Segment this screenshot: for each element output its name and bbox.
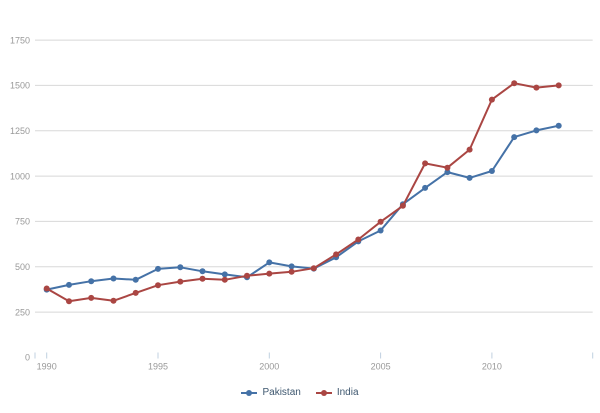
- pakistan-point-2013[interactable]: [555, 122, 562, 129]
- pakistan-point-1997[interactable]: [199, 268, 206, 275]
- chart-plot-area: 0 250 500 750 1000 1250 1500 1750 1990 1995 2000 20…: [10, 35, 594, 372]
- y-axis-label: 1750: [10, 35, 30, 45]
- india-series-marker-icon: [315, 389, 332, 397]
- india-point-2008[interactable]: [444, 164, 451, 171]
- chart-legend: Pakistan India: [0, 385, 600, 401]
- india-point-1995[interactable]: [155, 282, 161, 289]
- legend-marker-glyph: [315, 390, 332, 396]
- pakistan-point-2000[interactable]: [266, 259, 273, 266]
- pakistan-point-2007[interactable]: [422, 184, 429, 191]
- india-point-2005[interactable]: [377, 218, 384, 225]
- y-axis-label: 1250: [10, 126, 30, 136]
- india-point-2007[interactable]: [422, 160, 429, 167]
- legend-label-india: India: [336, 387, 359, 398]
- pakistan-point-2011[interactable]: [511, 134, 518, 141]
- pakistan-point-2008[interactable]: [444, 169, 451, 176]
- pakistan-point-2005[interactable]: [377, 227, 384, 234]
- india-point-2006[interactable]: [399, 202, 406, 209]
- pakistan-point-1996[interactable]: [177, 264, 184, 271]
- x-axis-label: 2000: [259, 362, 279, 372]
- india-point-1994[interactable]: [132, 289, 139, 296]
- pakistan-point-2012[interactable]: [533, 127, 540, 134]
- y-axis-label: 500: [15, 262, 30, 272]
- y-axis-label: 250: [15, 307, 30, 317]
- pakistan-point-1992[interactable]: [88, 278, 95, 285]
- india-point-2002[interactable]: [310, 265, 317, 272]
- india-point-1997[interactable]: [199, 275, 206, 282]
- india-point-2001[interactable]: [288, 268, 295, 275]
- x-axis-label: 2010: [482, 362, 502, 372]
- pakistan-series-marker-icon: [241, 389, 258, 397]
- pakistan-point-1994[interactable]: [132, 276, 139, 283]
- india-point-1996[interactable]: [177, 278, 184, 285]
- pakistan-point-2010[interactable]: [488, 168, 495, 174]
- pakistan-point-2009[interactable]: [466, 174, 473, 181]
- x-axis-label: 1995: [148, 362, 168, 372]
- legend-marker-glyph: [241, 390, 258, 396]
- india-point-2010[interactable]: [488, 96, 495, 103]
- legend-label-pakistan: Pakistan: [262, 387, 301, 398]
- y-axis-label: 750: [15, 217, 30, 227]
- india-point-2009[interactable]: [466, 146, 473, 153]
- legend-item-pakistan[interactable]: Pakistan: [241, 387, 301, 399]
- pakistan-point-1991[interactable]: [66, 281, 72, 288]
- pakistan-point-1998[interactable]: [221, 271, 228, 278]
- india-point-2013[interactable]: [555, 82, 562, 89]
- pakistan-point-2001[interactable]: [288, 263, 295, 270]
- pakistan-point-1995[interactable]: [155, 265, 161, 272]
- india-point-2004[interactable]: [355, 236, 362, 243]
- india-point-2003[interactable]: [333, 251, 340, 258]
- y-axis-label: 1000: [10, 171, 30, 181]
- india-point-1990[interactable]: [43, 285, 50, 292]
- india-point-1991[interactable]: [66, 298, 72, 305]
- india-point-1992[interactable]: [88, 294, 95, 301]
- india-point-1999[interactable]: [244, 272, 250, 279]
- x-axis-label: 1990: [37, 362, 57, 372]
- india-point-1993[interactable]: [110, 297, 117, 304]
- y-axis-label: 0: [25, 353, 30, 363]
- legend-item-india[interactable]: India: [315, 387, 359, 399]
- india-point-1998[interactable]: [221, 276, 228, 283]
- y-axis-label: 1500: [10, 81, 30, 91]
- india-point-2000[interactable]: [266, 270, 273, 277]
- series-line-pakistan[interactable]: [45, 124, 560, 291]
- x-axis-label: 2005: [371, 362, 391, 372]
- india-point-2011[interactable]: [511, 80, 518, 87]
- series-line-india[interactable]: [45, 82, 560, 303]
- pakistan-point-1993[interactable]: [110, 275, 117, 282]
- india-point-2012[interactable]: [533, 84, 540, 91]
